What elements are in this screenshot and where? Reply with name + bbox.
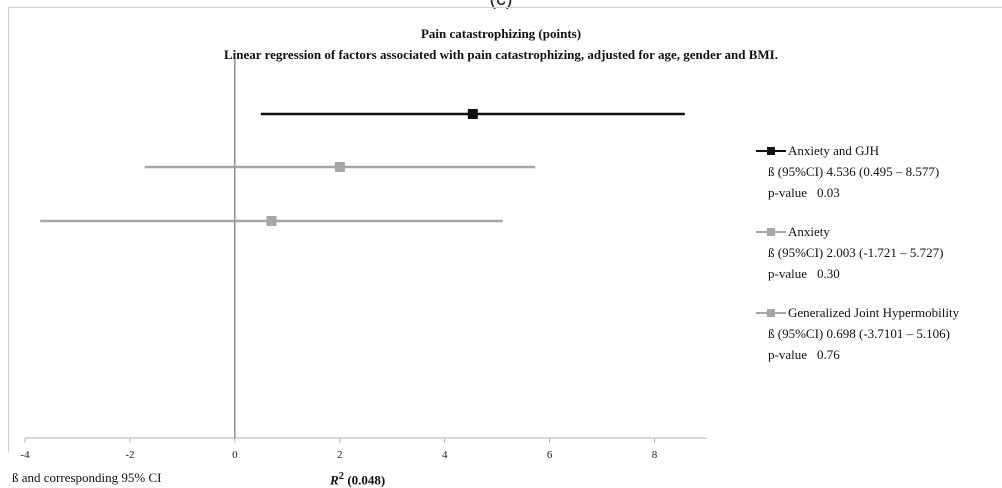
x-tick-label: 0 — [232, 449, 238, 461]
r-squared-annotation: R2 (0.048) — [330, 470, 385, 488]
legend-name: Anxiety — [788, 224, 830, 239]
r2-superscript: 2 — [338, 470, 345, 482]
panel-frame-left — [8, 7, 9, 452]
legend-p-value: 0.30 — [816, 266, 840, 281]
legend-item-anxiety: Anxiety ß (95%CI) 2.003 (-1.721 – 5.727)… — [756, 221, 959, 284]
legend-item-anxiety-gjh: Anxiety and GJH ß (95%CI) 4.536 (0.495 –… — [756, 140, 959, 203]
estimate-marker — [467, 109, 478, 119]
legend-p-label: p-value — [768, 185, 807, 200]
legend-ci: 4.536 (0.495 – 8.577) — [826, 164, 940, 179]
estimate-marker — [266, 216, 277, 226]
r2-value: (0.048) — [347, 472, 386, 488]
legend-p-label: p-value — [768, 266, 807, 281]
x-tick-label: 4 — [442, 449, 448, 461]
legend-beta-label: ß (95%CI) — [768, 245, 824, 260]
legend-ci: 2.003 (-1.721 – 5.727) — [826, 245, 944, 260]
legend-p-value: 0.76 — [816, 347, 840, 362]
x-tick-label: -4 — [20, 449, 30, 461]
legend-ci: 0.698 (-3.7101 – 5.106) — [826, 326, 951, 341]
panel-label: (c) — [0, 0, 1002, 11]
x-tick-label: -2 — [125, 449, 134, 461]
legend-symbol-gjh — [756, 308, 786, 318]
legend-p-label: p-value — [768, 347, 807, 362]
legend-symbol-anxiety — [756, 227, 786, 237]
legend-beta-label: ß (95%CI) — [768, 164, 824, 179]
legend-name: Generalized Joint Hypermobility — [788, 305, 960, 320]
legend-symbol-anxiety-gjh — [756, 146, 786, 156]
x-tick-label: 2 — [337, 449, 343, 461]
chart-title: Pain catastrophizing (points) — [420, 26, 582, 41]
x-axis-label: ß and corresponding 95% CI — [12, 470, 162, 485]
chart-subtitle: Linear regression of factors associated … — [224, 47, 778, 62]
x-tick-label: 6 — [547, 449, 553, 461]
legend: Anxiety and GJH ß (95%CI) 4.536 (0.495 –… — [756, 140, 959, 381]
legend-beta-label: ß (95%CI) — [768, 326, 824, 341]
panel-frame-top — [8, 7, 1002, 8]
legend-p-value: 0.03 — [816, 185, 840, 200]
legend-name: Anxiety and GJH — [788, 143, 879, 158]
x-tick-label: 8 — [652, 449, 658, 461]
r2-symbol: R — [330, 472, 339, 488]
legend-item-gjh: Generalized Joint Hypermobility ß (95%CI… — [756, 302, 959, 365]
estimate-marker — [334, 162, 345, 172]
